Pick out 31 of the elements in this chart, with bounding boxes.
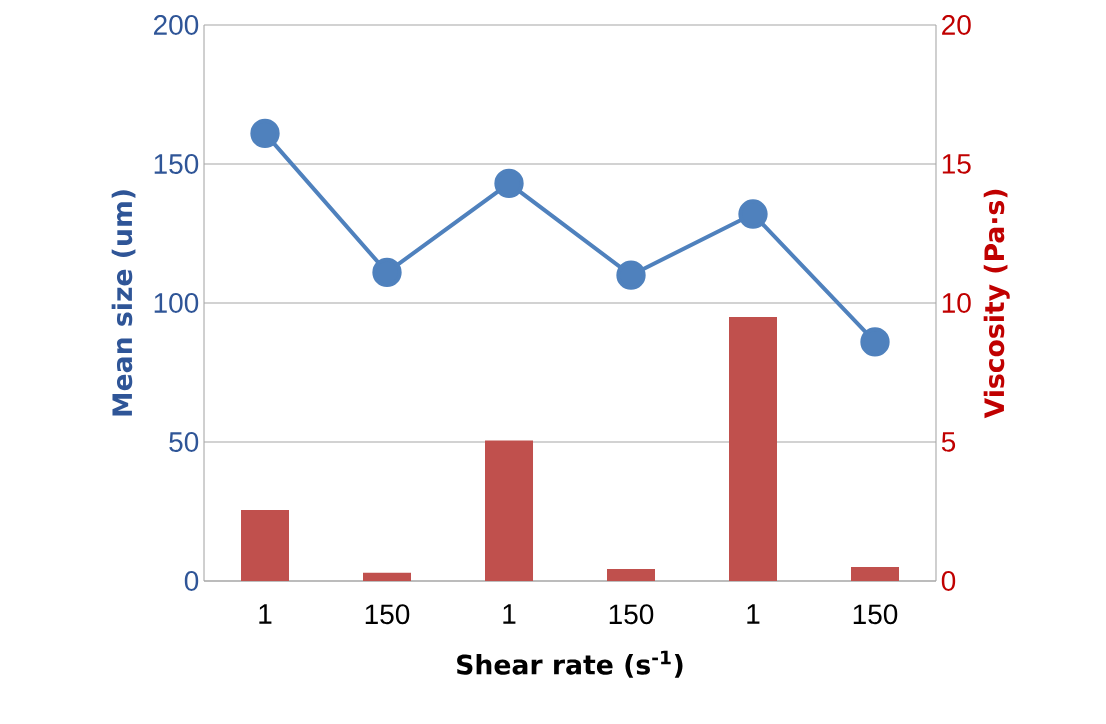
y2-tick-label: 20	[942, 15, 971, 35]
x-tick-label: 1	[747, 604, 760, 624]
y-tick-label: 150	[154, 154, 199, 174]
y-tick-label: 0	[184, 571, 199, 591]
point	[738, 199, 768, 229]
x-tick-label: 150	[853, 604, 898, 625]
bar	[729, 316, 777, 581]
y-axis-title: Mean size (um)	[111, 190, 136, 416]
point	[860, 327, 890, 357]
x-tick-label: 150	[365, 604, 410, 625]
point	[372, 257, 402, 288]
y2-axis-title: Viscosity (Pa·s)	[983, 189, 1010, 419]
x-tick-label: 150	[609, 604, 654, 625]
y2-tick-label: 15	[942, 154, 971, 174]
bar	[363, 572, 412, 581]
point	[616, 260, 646, 290]
bar	[607, 569, 655, 581]
x-axis-title: Shear rate (s$^{-1}$)	[457, 650, 683, 678]
bar	[851, 567, 899, 581]
point	[494, 168, 524, 199]
bar	[241, 510, 290, 581]
y-tick-label: 100	[154, 293, 199, 313]
bar	[485, 440, 534, 581]
x-tick-label: 1	[259, 604, 272, 624]
y-tick-label: 50	[169, 432, 199, 452]
y2-tick-label: 0	[941, 571, 956, 591]
y2-tick-label: 10	[942, 293, 971, 313]
point	[250, 118, 280, 149]
y-tick-label: 200	[153, 15, 199, 35]
x-tick-label: 1	[503, 604, 516, 624]
y2-tick-label: 5	[941, 432, 956, 452]
